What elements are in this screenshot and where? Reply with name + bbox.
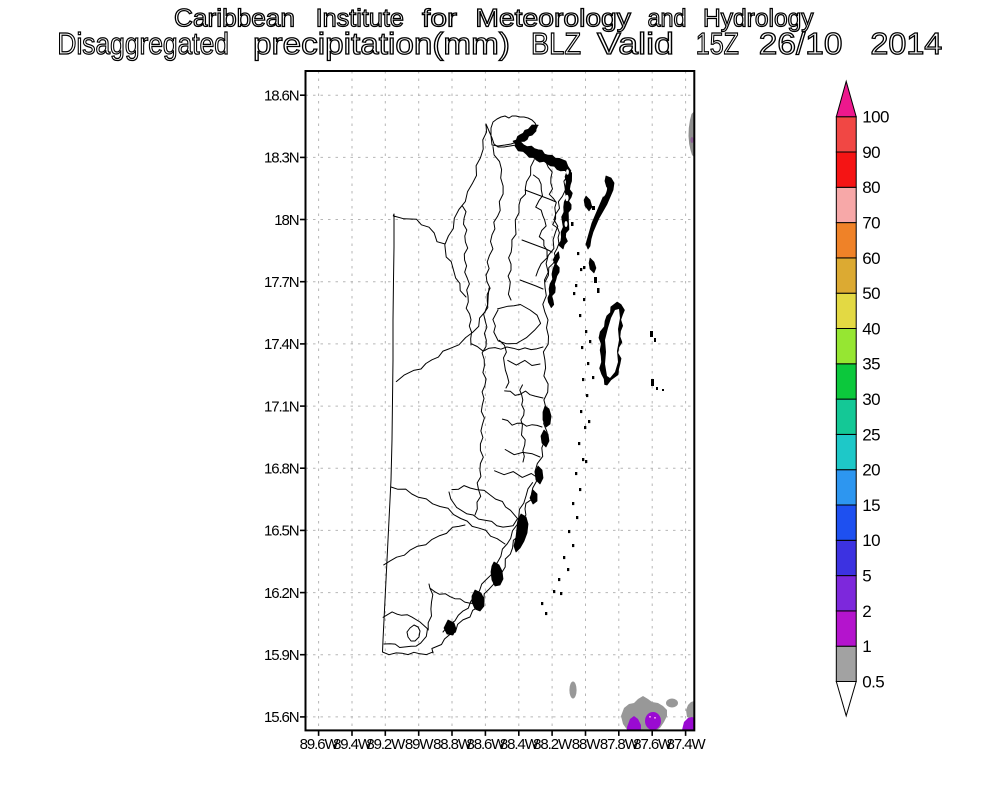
svg-text:89.6W: 89.6W <box>300 736 340 753</box>
svg-text:Institute: Institute <box>316 5 404 33</box>
svg-text:17.1N: 17.1N <box>264 398 299 415</box>
svg-text:and: and <box>648 5 687 33</box>
svg-text:89.4W: 89.4W <box>333 736 373 753</box>
svg-text:87.4W: 87.4W <box>667 736 707 753</box>
svg-text:25: 25 <box>862 425 880 444</box>
svg-text:30: 30 <box>862 390 880 409</box>
svg-text:90: 90 <box>862 143 880 162</box>
svg-text:20: 20 <box>862 461 880 480</box>
svg-text:89W: 89W <box>405 736 434 753</box>
svg-text:88W: 88W <box>572 736 601 753</box>
svg-text:17.4N: 17.4N <box>264 336 299 353</box>
svg-text:87.8W: 87.8W <box>600 736 640 753</box>
svg-text:35: 35 <box>862 355 880 374</box>
svg-text:50: 50 <box>862 284 880 303</box>
svg-text:Valid: Valid <box>597 27 674 61</box>
svg-text:16.2N: 16.2N <box>264 585 299 602</box>
svg-text:15.6N: 15.6N <box>264 709 299 726</box>
svg-text:88.6W: 88.6W <box>466 736 506 753</box>
svg-text:15.9N: 15.9N <box>264 647 299 664</box>
svg-text:88.4W: 88.4W <box>500 736 540 753</box>
svg-text:100: 100 <box>862 108 889 127</box>
svg-text:18N: 18N <box>274 212 298 229</box>
svg-text:16.5N: 16.5N <box>264 523 299 540</box>
svg-text:BLZ: BLZ <box>531 27 581 61</box>
svg-text:precipitation(mm): precipitation(mm) <box>253 26 510 60</box>
svg-text:26/10: 26/10 <box>759 26 843 60</box>
svg-text:60: 60 <box>862 249 880 268</box>
svg-text:Hydrology: Hydrology <box>703 6 814 33</box>
svg-text:15Z: 15Z <box>696 26 739 60</box>
svg-text:2: 2 <box>862 602 871 621</box>
svg-text:Meteorology: Meteorology <box>475 4 631 32</box>
svg-text:88.2W: 88.2W <box>533 736 573 753</box>
svg-text:17.7N: 17.7N <box>264 274 299 291</box>
svg-text:Disaggregated: Disaggregated <box>57 27 229 61</box>
svg-text:89.2W: 89.2W <box>366 736 406 753</box>
svg-text:18.3N: 18.3N <box>264 150 299 167</box>
svg-text:Caribbean: Caribbean <box>174 5 295 32</box>
svg-text:88.8W: 88.8W <box>433 736 473 753</box>
svg-text:15: 15 <box>862 496 880 515</box>
svg-text:16.8N: 16.8N <box>264 461 299 478</box>
svg-text:5: 5 <box>862 567 871 586</box>
svg-text:18.6N: 18.6N <box>264 88 299 105</box>
svg-text:10: 10 <box>862 531 880 550</box>
svg-text:for: for <box>422 4 457 32</box>
svg-text:2014: 2014 <box>870 27 942 61</box>
svg-text:80: 80 <box>862 178 880 197</box>
svg-text:87.6W: 87.6W <box>633 736 673 753</box>
svg-text:70: 70 <box>862 214 880 233</box>
svg-text:1: 1 <box>862 637 871 656</box>
svg-text:0.5: 0.5 <box>862 672 884 691</box>
svg-text:40: 40 <box>862 319 880 338</box>
